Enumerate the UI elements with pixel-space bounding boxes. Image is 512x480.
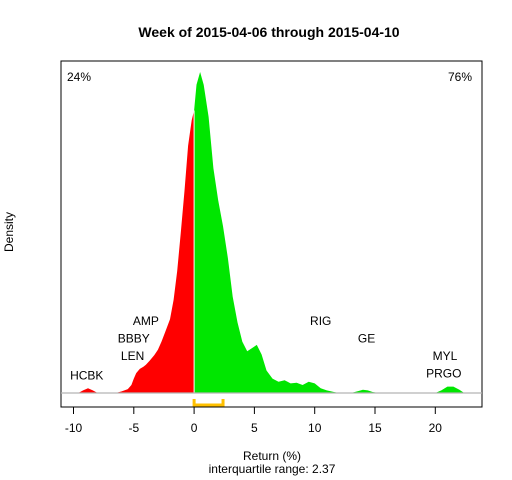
positive-return-area — [194, 72, 465, 393]
positive-share-label: 76% — [448, 70, 472, 84]
x-tick-label: 15 — [368, 421, 382, 435]
iqr-label: interquartile range: 2.37 — [209, 462, 336, 476]
negative-share-label: 24% — [67, 70, 91, 84]
x-tick-label: 0 — [191, 421, 198, 435]
x-tick-label: -5 — [128, 421, 139, 435]
x-tick-label: -10 — [65, 421, 83, 435]
plot-frame — [60, 60, 483, 408]
ticker-label-prgo: PRGO — [426, 367, 461, 381]
density-area — [78, 72, 465, 393]
x-tick-label: 5 — [251, 421, 258, 435]
ticker-label-ge: GE — [358, 332, 375, 346]
x-tick-label: 10 — [308, 421, 322, 435]
ticker-label-rig: RIG — [310, 314, 331, 328]
ticker-labels: HCBK LEN BBBY AMP RIG GE MYL PRGO — [70, 314, 461, 383]
ticker-label-myl: MYL — [433, 349, 458, 363]
ticker-label-amp: AMP — [133, 314, 159, 328]
negative-return-area — [78, 110, 195, 393]
x-tick-label: 20 — [429, 421, 443, 435]
ticker-label-bbby: BBBY — [118, 332, 150, 346]
ticker-label-len: LEN — [121, 349, 144, 363]
chart-title: Week of 2015-04-06 through 2015-04-10 — [138, 24, 399, 40]
x-axis-label: Return (%) — [243, 449, 301, 463]
ticker-label-hcbk: HCBK — [70, 369, 103, 383]
y-axis-label: Density — [2, 212, 16, 252]
iqr-bracket — [192, 399, 225, 407]
x-axis: -10 -5 0 5 10 15 20 — [65, 407, 442, 435]
